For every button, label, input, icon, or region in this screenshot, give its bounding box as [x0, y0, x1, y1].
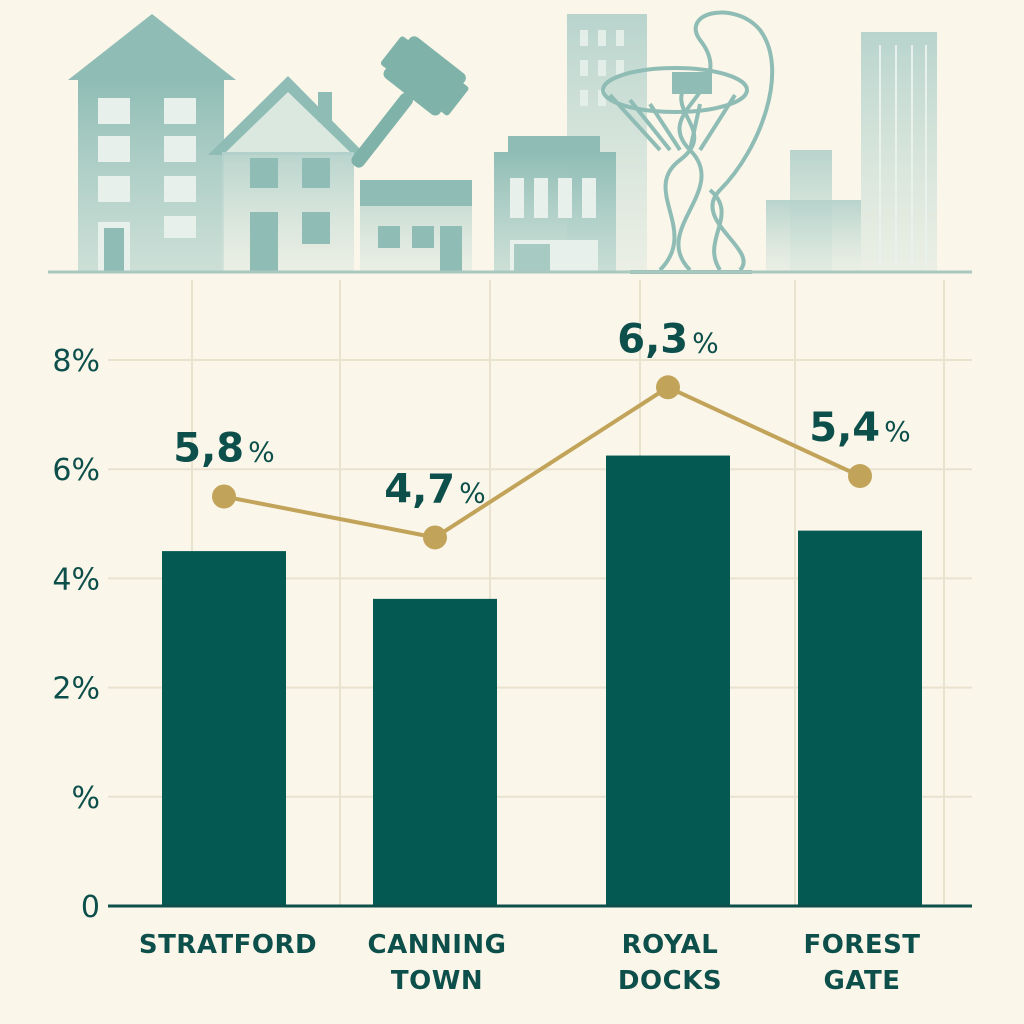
storefront-icon	[494, 136, 616, 272]
house-icon	[208, 76, 366, 272]
line-point	[656, 375, 680, 400]
skyline-illustration	[48, 10, 972, 274]
bar	[373, 598, 497, 906]
line-path	[223, 385, 861, 540]
data-label: 5,4%	[809, 405, 910, 451]
category-label: FOREST	[803, 930, 920, 960]
y-tick-label: 4%	[52, 562, 100, 597]
y-tick-label: 0	[81, 890, 100, 925]
y-axis-tick-labels: 0% 2% 4% 6% 8%	[52, 344, 100, 925]
shop-building-icon	[360, 180, 472, 272]
y-tick-label: 6%	[52, 453, 100, 488]
bar-series	[162, 455, 922, 906]
data-label: 4,7%	[384, 466, 485, 512]
auction-gavel-icon	[351, 36, 469, 168]
category-label: GATE	[824, 966, 901, 996]
category-label: ROYAL	[622, 930, 719, 960]
line-point	[423, 525, 447, 550]
data-label: 6,3%	[617, 316, 718, 362]
line-point	[212, 484, 236, 509]
bar	[606, 455, 730, 906]
bar	[798, 530, 922, 906]
apartment-building-icon	[68, 14, 236, 272]
category-label: DOCKS	[618, 966, 722, 996]
data-label: 5,8%	[173, 426, 274, 472]
skyscraper-icon	[567, 14, 937, 272]
y-tick-label: 8%	[52, 344, 100, 379]
line-series	[212, 375, 872, 550]
category-label: STRATFORD	[139, 930, 317, 960]
y-tick-label: %	[71, 781, 100, 816]
data-labels: 5,8 % 4,7 % 6,3 % 5,4%	[173, 316, 910, 512]
category-label: CANNING	[368, 930, 507, 960]
y-tick-label: 2%	[52, 672, 100, 707]
bar	[162, 551, 286, 906]
line-point	[848, 464, 872, 489]
x-axis-category-labels: STRATFORD CANNING TOWN ROYAL DOCKS FOREST GATE	[139, 930, 920, 996]
category-label: TOWN	[391, 966, 483, 996]
